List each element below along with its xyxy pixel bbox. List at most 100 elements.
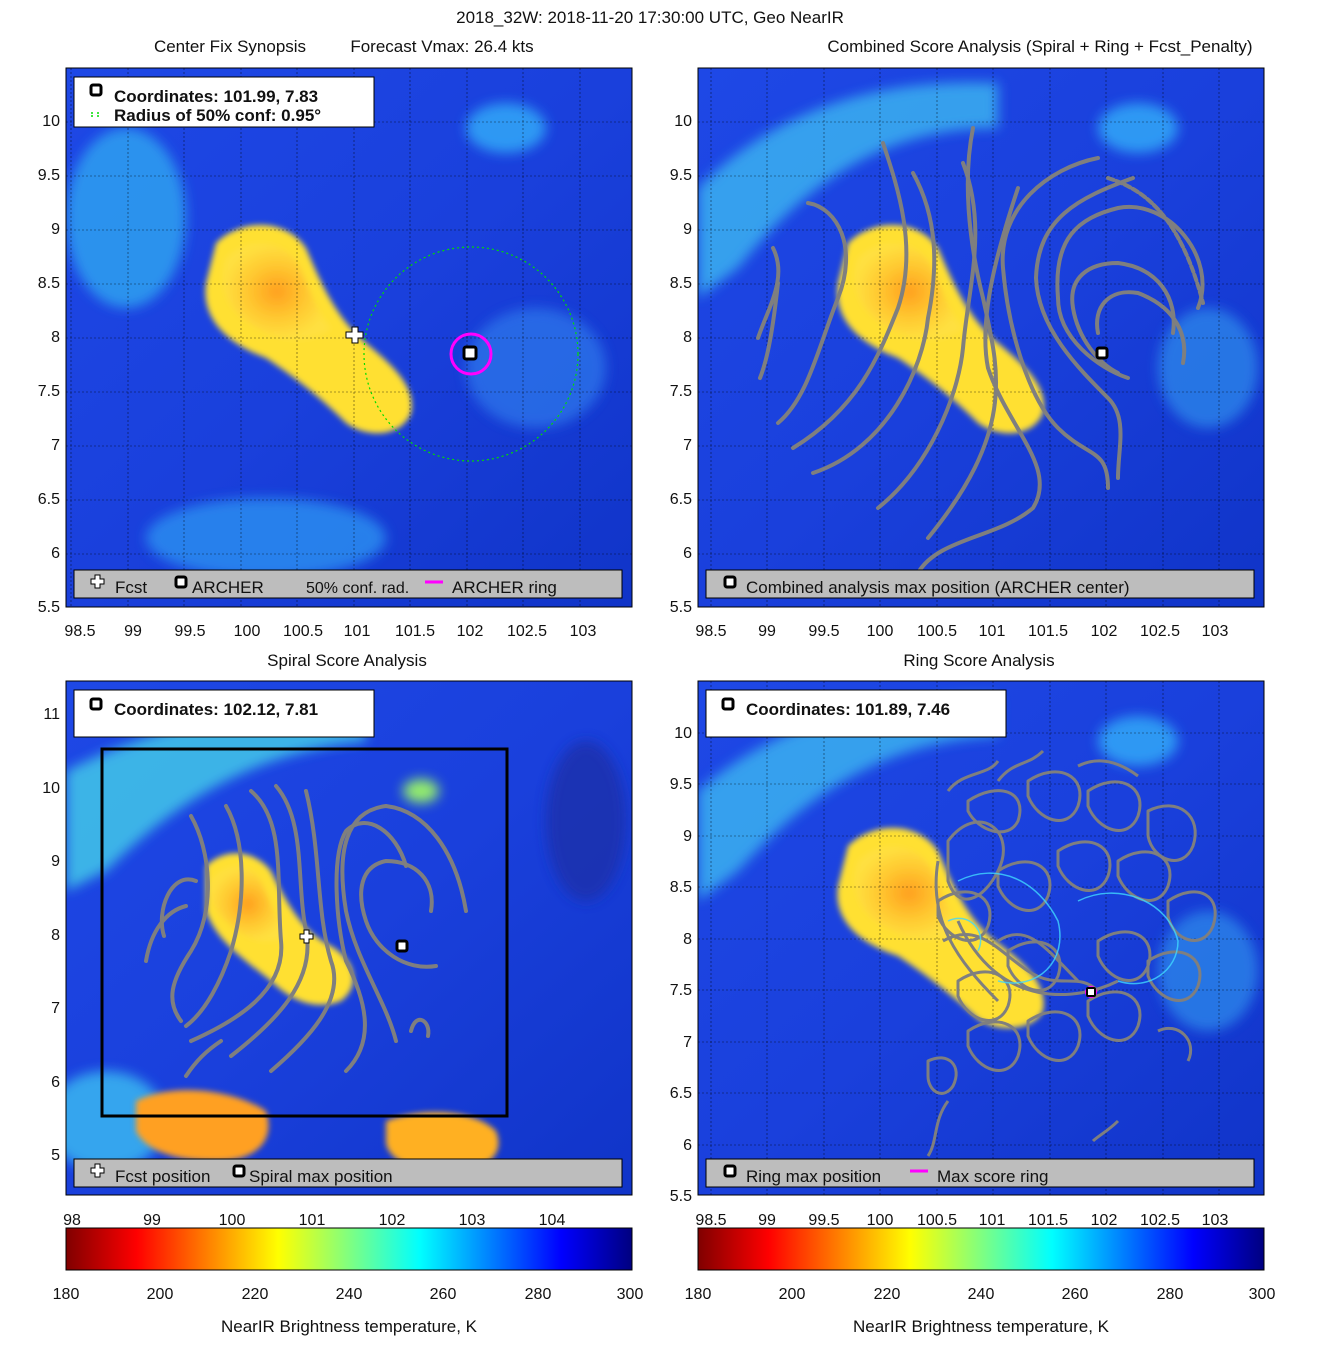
colorbar-tick: 180 [53,1286,80,1303]
combined-xticks: 98.5 99 99.5 100 100.5 101 101.5 102 102… [695,623,1228,640]
colorbar-tick: 280 [1157,1286,1184,1303]
legend-combined-max: Combined analysis max position (ARCHER c… [746,578,1130,597]
tick: 8 [51,927,60,944]
legend-archer-ring: ARCHER ring [452,578,557,597]
colorbar-label: NearIR Brightness temperature, K [221,1317,478,1336]
tick: 101 [344,623,371,640]
tick: 102 [1091,623,1118,640]
spiral-contours [144,784,468,1078]
combined-contours [756,126,1205,575]
legend-conf: 50% conf. rad. [306,580,409,597]
spiral-legend: Fcst position Spiral max position [73,1158,623,1188]
panel-synopsis-vmax: Forecast Vmax: 26.4 kts [350,37,533,56]
colorbar-tick: 220 [874,1286,901,1303]
colorbar-tick: 220 [242,1286,269,1303]
synopsis-legend: Fcst ARCHER 50% conf. rad. ARCHER ring [73,569,623,599]
plus-icon [90,574,105,589]
spiral-xticks: 98 99 100 101 102 103 104 [63,1212,565,1229]
tick: 5 [51,1147,60,1164]
tick: 101 [979,1212,1006,1229]
tick: 98 [63,1212,81,1229]
tick: 8 [683,931,692,948]
colorbar-tick: 180 [685,1286,712,1303]
legend-max-score-ring: Max score ring [937,1167,1048,1186]
tick: 6 [51,545,60,562]
colorbar-tick: 240 [968,1286,995,1303]
combined-max-marker [1095,346,1109,360]
tick: 7 [51,1000,60,1017]
tick: 99.5 [808,1212,839,1229]
ring-max-marker [1086,987,1096,997]
tick: 101 [299,1212,326,1229]
combined-legend: Combined analysis max position (ARCHER c… [705,569,1255,599]
legend-archer: ARCHER [192,578,264,597]
combined-plot-area: Combined analysis max position (ARCHER c… [698,68,1264,607]
tick: 9 [683,828,692,845]
tick: 98.5 [695,1212,726,1229]
tick: 6 [683,1137,692,1154]
synopsis-plot-area: Coordinates: 101.99, 7.83 Radius of 50% … [66,68,632,607]
tick: 7.5 [670,982,692,999]
spiral-fcst-marker [299,929,314,944]
tick: 103 [459,1212,486,1229]
ring-info-box: Coordinates: 101.89, 7.46 [705,689,1007,738]
tick: 10 [42,113,60,130]
colorbar-tick: 280 [525,1286,552,1303]
square-marker-icon [232,1164,246,1178]
tick: 11 [43,706,60,723]
panel-combined: Combined Score Analysis (Spiral + Ring +… [670,37,1265,640]
panel-ring-title: Ring Score Analysis [903,651,1054,670]
tick: 9 [51,221,60,238]
spiral-info-box: Coordinates: 102.12, 7.81 [73,689,375,738]
tick: 99 [758,1212,776,1229]
spiral-max-marker [395,939,409,953]
tick: 101.5 [395,623,435,640]
ring-cyan-contours [947,872,1179,985]
panel-ring: Ring Score Analysis [670,651,1265,1229]
legend-spiral-max: Spiral max position [249,1167,393,1186]
tick: 10 [674,113,692,130]
synopsis-archer-marker [462,345,478,361]
tick: 98.5 [695,623,726,640]
synopsis-coordinates: Coordinates: 101.99, 7.83 [114,87,318,106]
tick: 100.5 [917,1212,957,1229]
spiral-search-box [100,747,509,1118]
colorbar-left: 180 200 220 240 260 280 300 NearIR Brigh… [53,1227,644,1336]
spiral-coordinates: Coordinates: 102.12, 7.81 [114,700,318,719]
tick: 10 [42,780,60,797]
synopsis-xticks: 98.5 99 99.5 100 100.5 101 101.5 102 102… [64,623,596,640]
square-marker-icon [723,1164,737,1178]
ring-plot-area: Coordinates: 101.89, 7.46 Ring max posit… [698,681,1264,1195]
legend-fcst: Fcst [115,578,147,597]
colorbar-tick: 260 [430,1286,457,1303]
tick: 7 [51,437,60,454]
colorbar-tick: 300 [617,1286,644,1303]
colorbar-tick: 300 [1249,1286,1276,1303]
ring-yticks: 5.5 6 6.5 7 7.5 8 8.5 9 9.5 10 [670,725,692,1205]
tick: 5.5 [670,599,692,616]
tick: 98.5 [64,623,95,640]
tick: 102 [457,623,484,640]
plus-icon [90,1163,105,1178]
tick: 102.5 [507,623,547,640]
colorbar-gradient [65,1227,633,1271]
colorbar-tick: 200 [147,1286,174,1303]
tick: 104 [539,1212,566,1229]
tick: 9 [683,221,692,238]
tick: 99 [143,1212,161,1229]
tick: 6 [683,545,692,562]
tick: 99 [758,623,776,640]
tick: 7 [683,1034,692,1051]
legend-ring-max: Ring max position [746,1167,881,1186]
tick: 100.5 [917,623,957,640]
tick: 101 [979,623,1006,640]
synopsis-radius: Radius of 50% conf: 0.95° [114,106,321,125]
tick: 6.5 [670,491,692,508]
figure-title: 2018_32W: 2018-11-20 17:30:00 UTC, Geo N… [456,8,844,27]
synopsis-fcst-marker [345,326,364,344]
tick: 9 [51,853,60,870]
square-marker-icon [723,575,737,589]
tick: 103 [1202,1212,1229,1229]
tick: 100 [234,623,261,640]
